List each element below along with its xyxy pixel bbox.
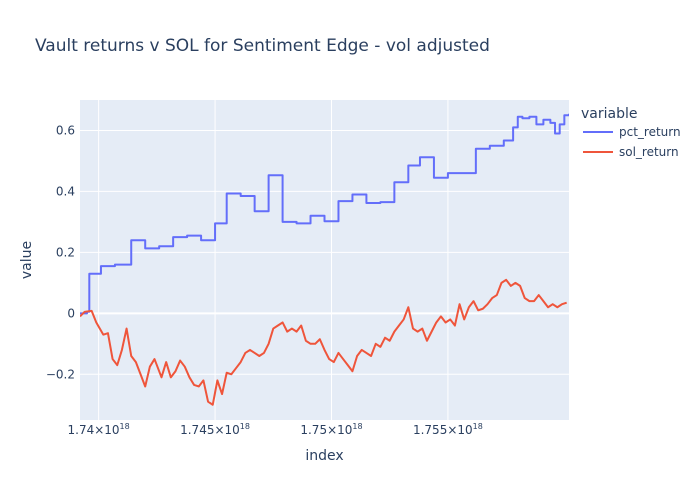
legend-label: sol_return: [619, 145, 679, 159]
y-tick-label: −0.2: [46, 367, 75, 381]
x-tick-base: 1.755×10: [413, 423, 473, 437]
y-tick-label: 0.6: [56, 123, 75, 137]
series-line-sol-return: [80, 278, 567, 406]
series-line-pct-return: [80, 113, 569, 315]
x-tick-base: 1.745×10: [180, 423, 240, 437]
y-tick-label: 0: [67, 306, 75, 320]
x-axis-title: index: [305, 448, 343, 464]
x-tick-label: 1.745×1018: [180, 422, 250, 437]
x-tick-label: 1.74×1018: [68, 422, 130, 437]
x-tick-label: 1.755×1018: [413, 422, 483, 437]
y-tick-label: 0.4: [56, 184, 75, 198]
legend-label: pct_return: [619, 125, 681, 139]
y-axis-title: value: [19, 241, 35, 279]
x-axis: 1.74×1018 1.745×1018 1.75×1018 1.755×1018: [68, 422, 483, 437]
legend-item-pct-return[interactable]: pct_return: [583, 125, 681, 139]
x-tick-exponent: 18: [352, 422, 362, 431]
legend-item-sol-return[interactable]: sol_return: [583, 145, 679, 159]
x-tick-exponent: 18: [120, 422, 130, 431]
y-axis: −0.2 0 0.2 0.4 0.6: [46, 123, 75, 381]
x-tick-base: 1.75×10: [300, 423, 352, 437]
x-tick-base: 1.74×10: [68, 423, 120, 437]
x-tick-exponent: 18: [240, 422, 250, 431]
x-tick-label: 1.75×1018: [300, 422, 362, 437]
x-tick-exponent: 18: [473, 422, 483, 431]
series-group: [80, 113, 569, 406]
plot-area: [80, 100, 569, 420]
grid: [80, 100, 569, 420]
legend: variable pct_return sol_return: [581, 106, 681, 159]
y-tick-label: 0.2: [56, 245, 75, 259]
legend-title: variable: [581, 106, 637, 122]
chart-title: Vault returns v SOL for Sentiment Edge -…: [35, 36, 490, 56]
